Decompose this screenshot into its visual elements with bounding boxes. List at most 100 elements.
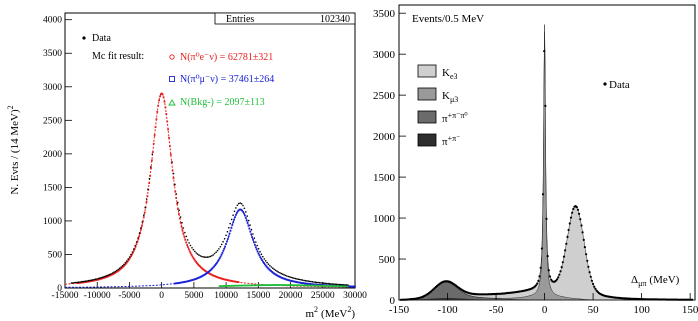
bkg-data-point (269, 284, 272, 286)
ke3-data-point (138, 235, 141, 237)
left-data-point (93, 278, 95, 281)
kmu3-data-point (198, 276, 201, 279)
bkg-data-point (228, 285, 231, 287)
bkg-data-point (332, 285, 334, 287)
bkg-data-point (285, 284, 288, 286)
left-data-point (83, 280, 85, 283)
left-data-point (294, 277, 297, 280)
kmu3-data-point (347, 285, 350, 288)
ke3-data-point (178, 213, 180, 215)
kmu3-data-point (352, 285, 355, 288)
right-data-point (536, 282, 539, 285)
ke3-data-point (182, 232, 185, 235)
ke3-data-point (145, 201, 148, 203)
bkg-data-point (244, 284, 247, 287)
kmu3-data-point (257, 252, 260, 255)
left-data-point (174, 183, 176, 186)
ke3-data-point (132, 251, 134, 254)
bkg-data-point (221, 285, 224, 287)
left-data-point (341, 283, 344, 286)
left-data-point (281, 273, 284, 276)
ke3-data-point (151, 159, 153, 162)
bkg-data-point (293, 284, 296, 287)
bkg-data-point (305, 284, 308, 287)
right-x-tick-label: -100 (437, 304, 458, 316)
kmu3-data-point (233, 218, 235, 221)
bkg-data-point (250, 284, 252, 287)
right-data-point (543, 50, 546, 53)
kmu3-data-point (236, 210, 239, 213)
left-data-point (239, 202, 241, 204)
kmu3-data-point (273, 273, 276, 275)
left-data-point (104, 275, 107, 278)
ke3-data-point (197, 264, 200, 267)
ke3-data-point (194, 259, 197, 262)
kmu3-data-point (216, 261, 218, 264)
kmu3-data-point (244, 214, 246, 217)
kmu3-data-point (230, 227, 233, 229)
kmu3-data-point (261, 259, 263, 262)
right-legend-sub: e3 (450, 72, 458, 81)
ke3-data-point (197, 263, 199, 266)
left-x-tick-label: -15000 (52, 291, 79, 301)
ke3-data-point (177, 208, 179, 210)
ke3-data-point (193, 258, 196, 261)
left-x-tick-label: 5000 (184, 291, 203, 301)
ke3-data-point (148, 182, 151, 184)
legend-data-label: Data (92, 33, 111, 44)
bkg-data-point (238, 284, 241, 287)
right-y-tick-label: 2000 (373, 131, 396, 143)
left-data-point (315, 281, 318, 284)
left-data-point (175, 193, 178, 195)
bkg-data-point (240, 284, 242, 287)
kmu3-data-point (223, 247, 226, 250)
left-data-point (99, 277, 101, 279)
ke3-data-point (129, 256, 132, 259)
ke3-data-point (150, 167, 152, 170)
right-y-tick-label: 500 (379, 254, 396, 266)
right-x-axis-unit: (MeV) (649, 274, 679, 286)
bkg-data-point (325, 285, 327, 287)
right-data-point (575, 206, 578, 209)
bkg-data-point (274, 284, 276, 286)
left-data-point (203, 256, 206, 258)
right-data-point (541, 193, 545, 196)
kmu3-data-point (250, 233, 253, 236)
right-x-tick-label: 50 (588, 304, 600, 316)
right-data-point (560, 266, 563, 269)
bkg-data-point (267, 284, 269, 286)
right-x-ticks: -150 -100 -50 0 50 100 150 (389, 293, 698, 316)
right-data-point (568, 222, 571, 225)
right-data-point (547, 269, 550, 272)
ke3-data-point (134, 245, 137, 248)
ke3-data-point (156, 111, 159, 113)
left-data-point (306, 280, 308, 282)
kmu3-data-point (211, 267, 214, 270)
left-data-point (320, 282, 322, 284)
bkg-data-point (339, 285, 342, 288)
bkg-data-point (303, 284, 306, 287)
legend-ke3-label: N(π⁰e⁻ν) = 62781±321 (180, 52, 273, 63)
bkg-data-point (318, 284, 320, 287)
right-legend-swatch (417, 64, 437, 78)
kmu3-data-point (297, 281, 300, 284)
right-x-tick-label: 100 (633, 304, 650, 316)
ke3-data-point (162, 96, 165, 99)
left-data-point (86, 280, 88, 282)
left-data-point (107, 274, 110, 276)
ke3-data-point (181, 229, 184, 232)
right-x-tick-label: -50 (489, 304, 504, 316)
right-legend-main: K (442, 67, 450, 79)
ke3-data-point (166, 120, 169, 123)
left-data-point (318, 281, 321, 284)
bkg-data-point (299, 284, 302, 287)
left-data-point (324, 282, 327, 285)
kmu3-data-point (207, 270, 210, 273)
ke3-data-point (149, 175, 151, 177)
left-data-point (308, 280, 311, 283)
right-x-tick-label: -150 (389, 304, 410, 316)
left-data-point (134, 245, 136, 247)
kmu3-data-point (255, 248, 258, 251)
left-data-point (97, 277, 100, 280)
